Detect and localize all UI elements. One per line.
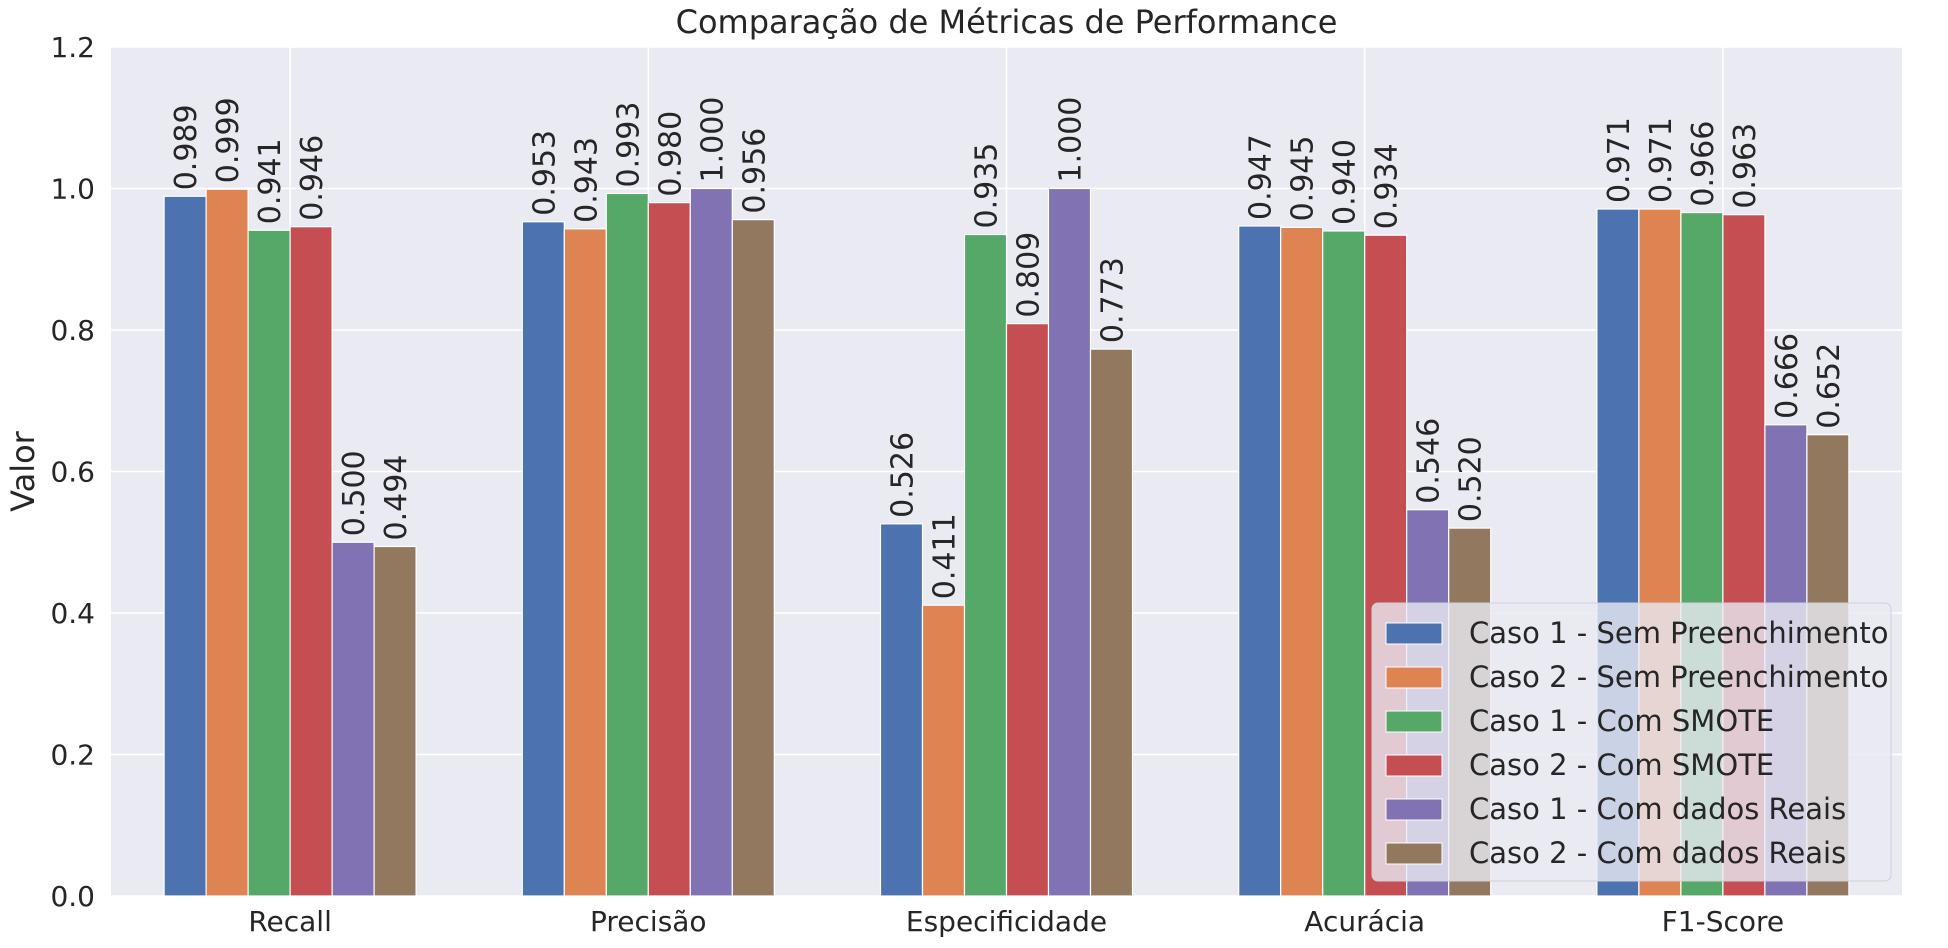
- legend: Caso 1 - Sem Preenchimento Caso 2 - Sem P…: [1371, 602, 1892, 882]
- bar: [1322, 230, 1366, 897]
- data-label: 0.963: [1728, 123, 1763, 209]
- y-tick-label: 0.4: [50, 597, 95, 630]
- data-label: 0.980: [653, 111, 688, 197]
- bar: [163, 195, 207, 897]
- data-label: 0.943: [569, 137, 604, 223]
- bar: [1280, 226, 1324, 897]
- data-label: 0.946: [295, 135, 330, 221]
- bar: [879, 523, 924, 897]
- bar: [373, 545, 417, 897]
- bar: [1005, 323, 1050, 897]
- data-label: 0.666: [1770, 333, 1805, 419]
- y-ticks: 0.0 0.2 0.4 0.6 0.8 1.0 1.2: [50, 31, 95, 913]
- x-tick-label: Especificidade: [906, 905, 1107, 938]
- legend-label: Caso 2 - Sem Preenchimento: [1469, 660, 1888, 694]
- data-label: 0.652: [1812, 343, 1847, 429]
- y-tick-label: 1.0: [50, 173, 95, 206]
- legend-swatch: [1385, 666, 1443, 689]
- bar: [963, 233, 1008, 897]
- data-label: 0.773: [1096, 257, 1131, 343]
- y-tick-label: 0.6: [50, 456, 95, 489]
- data-label: 0.411: [928, 513, 963, 599]
- data-labels: 0.989 0.953 0.526 0.947 0.971 0.999 0.943 0.411…: [169, 97, 1847, 600]
- legend-box: [1371, 602, 1892, 882]
- data-label: 0.966: [1686, 121, 1721, 207]
- y-axis-label: Valor: [4, 430, 42, 511]
- data-label: 0.947: [1244, 134, 1279, 220]
- x-tick-label: F1-Score: [1662, 905, 1784, 938]
- bar: [689, 187, 733, 897]
- bar: [1238, 225, 1282, 897]
- bar: [731, 219, 775, 897]
- y-tick-label: 1.2: [50, 31, 95, 64]
- data-label: 0.500: [337, 450, 372, 536]
- data-label: 0.941: [253, 138, 288, 224]
- legend-label: Caso 1 - Com dados Reais: [1469, 792, 1846, 826]
- legend-swatch: [1385, 622, 1443, 645]
- data-label: 1.000: [695, 97, 730, 183]
- bar: [647, 202, 691, 897]
- data-label: 0.953: [527, 130, 562, 216]
- legend-swatch: [1385, 842, 1443, 865]
- x-tick-label: Precisão: [590, 905, 707, 938]
- data-label: 0.989: [169, 104, 204, 190]
- data-label: 0.971: [1644, 117, 1679, 203]
- bar: [247, 229, 291, 897]
- chart-title: Comparação de Métricas de Performance: [676, 3, 1338, 41]
- x-ticks: Recall Precisão Especificidade Acurácia F1-S…: [248, 905, 1784, 938]
- bar: [289, 226, 333, 897]
- legend-label: Caso 2 - Com SMOTE: [1469, 748, 1774, 782]
- y-tick-label: 0.2: [50, 739, 95, 772]
- x-tick-label: Acurácia: [1304, 905, 1425, 938]
- data-label: 0.934: [1370, 143, 1405, 229]
- data-label: 0.956: [737, 128, 772, 214]
- data-label: 0.494: [379, 455, 414, 541]
- bar: [521, 221, 565, 897]
- bar: [1047, 187, 1092, 897]
- data-label: 0.993: [611, 102, 646, 188]
- legend-label: Caso 1 - Sem Preenchimento: [1469, 616, 1888, 650]
- bar: [921, 604, 966, 897]
- data-label: 0.945: [1286, 136, 1321, 222]
- bar: [605, 192, 649, 897]
- data-label: 0.520: [1454, 436, 1489, 522]
- data-label: 0.971: [1602, 117, 1637, 203]
- bar: [331, 541, 375, 897]
- legend-label: Caso 2 - Com dados Reais: [1469, 836, 1846, 870]
- data-label: 0.526: [886, 432, 921, 518]
- y-tick-label: 0.8: [50, 314, 95, 347]
- legend-swatch: [1385, 798, 1443, 821]
- data-label: 1.000: [1054, 97, 1089, 183]
- data-label: 0.999: [211, 97, 246, 183]
- bar: [1089, 348, 1134, 897]
- y-tick-label: 0.0: [50, 880, 95, 913]
- bar: [205, 188, 249, 897]
- data-label: 0.935: [970, 143, 1005, 229]
- bar: [563, 228, 607, 897]
- legend-swatch: [1385, 754, 1443, 777]
- data-label: 0.809: [1012, 232, 1047, 318]
- x-tick-label: Recall: [248, 905, 332, 938]
- legend-label: Caso 1 - Com SMOTE: [1469, 704, 1774, 738]
- data-label: 0.940: [1328, 139, 1363, 225]
- legend-swatch: [1385, 710, 1443, 733]
- data-label: 0.546: [1412, 418, 1447, 504]
